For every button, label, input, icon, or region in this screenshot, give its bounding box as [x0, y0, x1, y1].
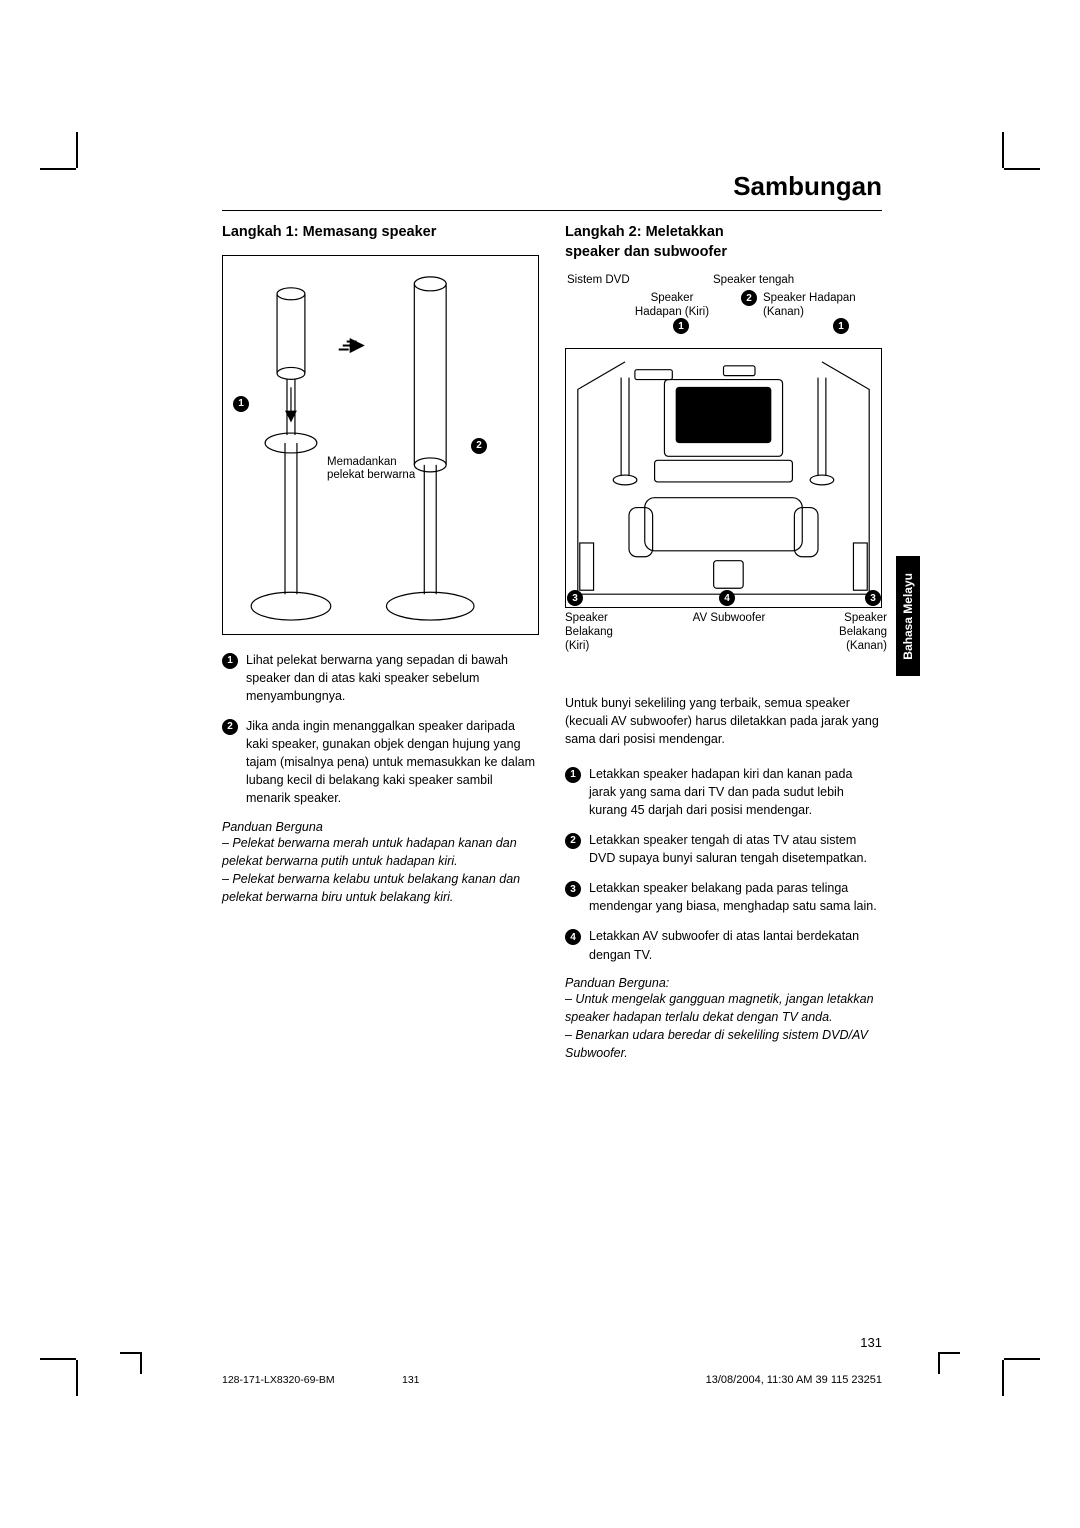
- col2-step-2: 2 Letakkan speaker tengah di atas TV ata…: [565, 831, 882, 867]
- bullet-icon: 3: [565, 881, 581, 897]
- label-fl: Speaker Hadapan (Kiri): [627, 292, 717, 320]
- fig2-bullet-1a: 1: [673, 318, 689, 334]
- col2-step-1: 1 Letakkan speaker hadapan kiri dan kana…: [565, 765, 882, 819]
- col2-intro: Untuk bunyi sekeliling yang terbaik, sem…: [565, 694, 882, 748]
- figure-2-svg: [566, 349, 881, 607]
- language-tab-label: Bahasa Melayu: [901, 573, 915, 660]
- page-title: Sambungan: [733, 171, 882, 202]
- col1-step-2-text: Jika anda ingin menanggalkan speaker dar…: [246, 717, 539, 808]
- col2-step-1-text: Letakkan speaker hadapan kiri dan kanan …: [589, 765, 882, 819]
- footer-right: 13/08/2004, 11:30 AM 39 115 23251: [706, 1374, 882, 1386]
- col2-step-3-text: Letakkan speaker belakang pada paras tel…: [589, 879, 882, 915]
- col1-tip-2: – Pelekat berwarna kelabu untuk belakang…: [222, 870, 539, 906]
- col2-tip-1: – Untuk mengelak gangguan magnetik, jang…: [565, 990, 882, 1026]
- page-content: Sambungan Bahasa Melayu Langkah 1: Memas…: [222, 210, 882, 1310]
- col1-step-1: 1 Lihat pelekat berwarna yang sepadan di…: [222, 651, 539, 705]
- footer-center: 131: [402, 1374, 420, 1386]
- col2-tip-2: – Benarkan udara beredar di sekeliling s…: [565, 1026, 882, 1062]
- fig2-bullet-2: 2: [741, 290, 757, 306]
- col1-steps: 1 Lihat pelekat berwarna yang sepadan di…: [222, 651, 539, 808]
- step1-heading: Langkah 1: Memasang speaker: [222, 223, 539, 243]
- col2-step-3: 3 Letakkan speaker belakang pada paras t…: [565, 879, 882, 915]
- fig2-bullet-3b: 3: [865, 590, 881, 606]
- column-left: Langkah 1: Memasang speaker: [222, 223, 539, 1062]
- fig2-bullet-1b: 1: [833, 318, 849, 334]
- bullet-2-icon: 2: [222, 719, 238, 735]
- label-dvd: Sistem DVD: [567, 274, 630, 288]
- figure-2: [565, 348, 882, 608]
- footer-left: 128-171-LX8320-69-BM: [222, 1374, 335, 1386]
- figure-1: 1 2 Memadankan pelekat berwarna: [222, 255, 539, 635]
- figure-1-bullet-1: 1: [233, 396, 249, 412]
- label-fr: Speaker Hadapan (Kanan): [763, 292, 873, 320]
- page-number: 131: [860, 1335, 882, 1350]
- col1-tip-1: – Pelekat berwarna merah untuk hadapan k…: [222, 834, 539, 870]
- bullet-1-icon: 1: [222, 653, 238, 669]
- column-right: Langkah 2: Meletakkan speaker dan subwoo…: [565, 223, 882, 1062]
- label-center: Speaker tengah: [713, 274, 794, 288]
- label-rl: Speaker Belakang (Kiri): [565, 612, 635, 653]
- figure-1-svg: [223, 256, 538, 634]
- col2-tips-heading: Panduan Berguna:: [565, 976, 882, 990]
- language-tab: Bahasa Melayu: [896, 556, 920, 676]
- col2-step-2-text: Letakkan speaker tengah di atas TV atau …: [589, 831, 882, 867]
- label-sub: AV Subwoofer: [679, 612, 779, 626]
- bullet-icon: 4: [565, 929, 581, 945]
- fig2-bullet-4: 4: [719, 590, 735, 606]
- fig2-bullet-3a: 3: [567, 590, 583, 606]
- bullet-icon: 1: [565, 767, 581, 783]
- col1-step-2: 2 Jika anda ingin menanggalkan speaker d…: [222, 717, 539, 808]
- col1-step-1-text: Lihat pelekat berwarna yang sepadan di b…: [246, 651, 539, 705]
- col1-tips-heading: Panduan Berguna: [222, 820, 539, 834]
- figure-1-bullet-2: 2: [471, 438, 487, 454]
- col2-step-4-text: Letakkan AV subwoofer di atas lantai ber…: [589, 927, 882, 963]
- step2-heading: Langkah 2: Meletakkan speaker dan subwoo…: [565, 223, 765, 262]
- figure-1-caption: Memadankan pelekat berwarna: [327, 456, 427, 484]
- col2-step-4: 4 Letakkan AV subwoofer di atas lantai b…: [565, 927, 882, 963]
- label-rr: Speaker Belakang (Kanan): [815, 612, 887, 653]
- bullet-icon: 2: [565, 833, 581, 849]
- col2-steps: 1 Letakkan speaker hadapan kiri dan kana…: [565, 765, 882, 964]
